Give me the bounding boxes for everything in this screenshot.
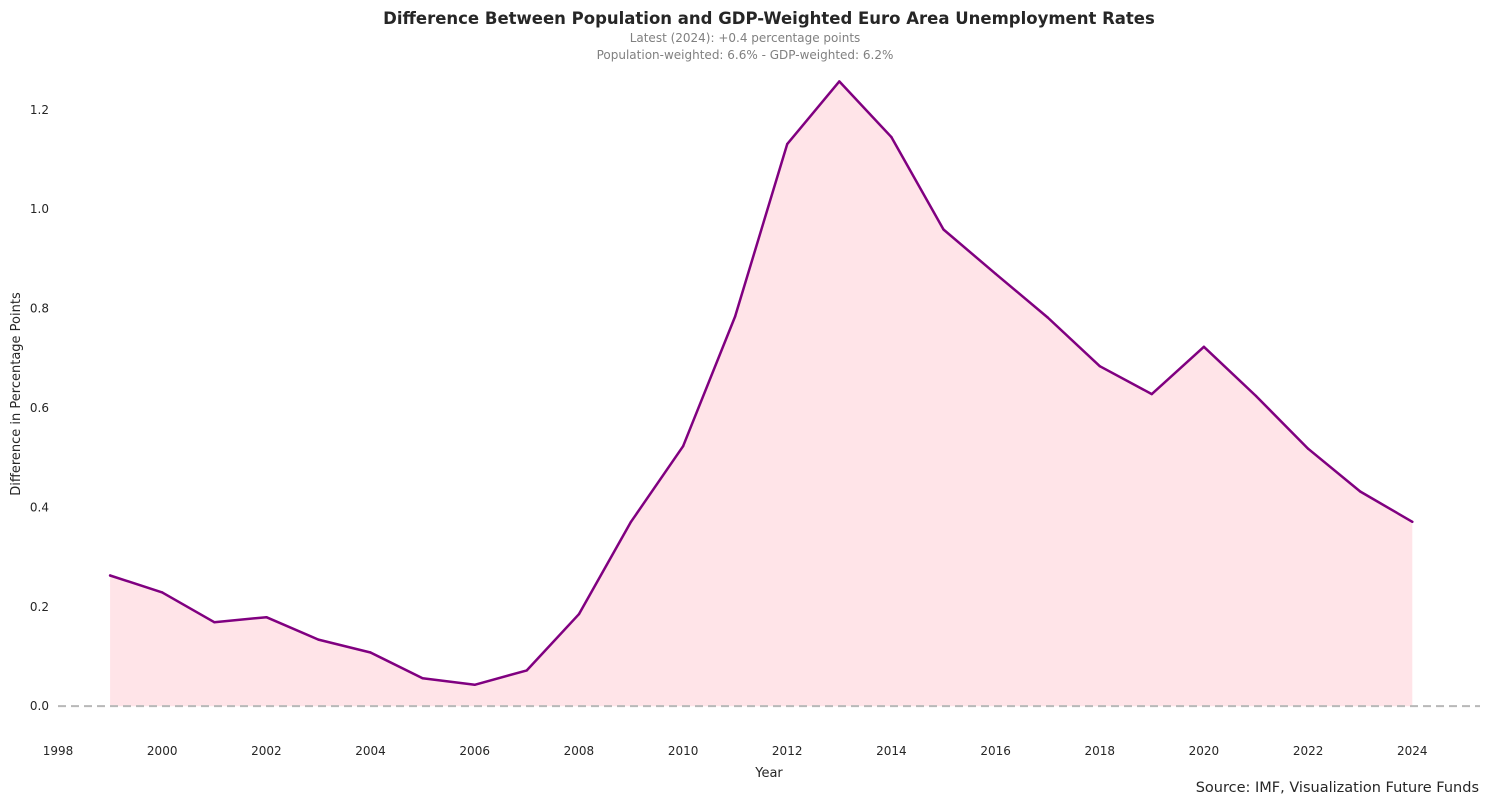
- y-tick-label-1-2: 1.2: [30, 103, 49, 117]
- data-point-2015: [942, 228, 945, 231]
- x-axis-ticks: 1998 2000 2002 2004 2006 2008 2010 2012 2014 2016…: [43, 744, 1428, 758]
- y-tick-label-0-8: 0.8: [30, 302, 49, 316]
- x-tick-label-2020: 2020: [1189, 744, 1220, 758]
- x-tick-label-2018: 2018: [1085, 744, 1116, 758]
- chart-title: Difference Between Population and GDP-We…: [383, 9, 1155, 28]
- data-point-2019: [1150, 392, 1154, 396]
- x-tick-label-2008: 2008: [564, 744, 595, 758]
- y-tick-label-0-4: 0.4: [30, 500, 49, 514]
- y-tick-label-0-6: 0.6: [30, 401, 49, 415]
- data-point-2001: [213, 621, 216, 624]
- data-point-2006: [473, 683, 476, 686]
- y-axis-ticks: 0.0 0.2 0.4 0.6 0.8 1.0 1.2: [30, 103, 49, 713]
- data-point-2020: [1202, 345, 1206, 348]
- x-tick-label-2010: 2010: [668, 744, 699, 758]
- x-tick-label-2016: 2016: [980, 744, 1011, 758]
- data-point-2003: [317, 638, 320, 641]
- x-tick-label-2006: 2006: [459, 744, 490, 758]
- data-point-2016: [994, 272, 997, 275]
- data-point-2002: [265, 616, 268, 619]
- x-tick-label-1998: 1998: [43, 744, 74, 758]
- data-point-2013: [838, 80, 841, 83]
- chart-subtitle-weighted: Population-weighted: 6.6% - GDP-weighted…: [597, 48, 894, 62]
- source-note: Source: IMF, Visualization Future Funds: [1196, 780, 1479, 796]
- chart-subtitle-latest: Latest (2024): +0.4 percentage points: [630, 31, 861, 45]
- data-point-2023: [1359, 490, 1362, 493]
- data-point-2000: [161, 591, 164, 594]
- data-point-2004: [369, 651, 372, 654]
- x-tick-label-2022: 2022: [1293, 744, 1324, 758]
- x-tick-label-2002: 2002: [251, 744, 282, 758]
- x-tick-label-2012: 2012: [772, 744, 803, 758]
- data-point-2005: [421, 677, 424, 680]
- y-axis-label: Difference in Percentage Points: [9, 292, 24, 496]
- data-point-1999: [108, 574, 112, 577]
- data-point-2017: [1046, 316, 1049, 319]
- y-tick-label-0-0: 0.0: [30, 699, 49, 713]
- x-tick-label-2000: 2000: [147, 744, 178, 758]
- data-point-2007: [525, 669, 528, 672]
- y-tick-label-1-0: 1.0: [30, 202, 49, 216]
- data-point-2014: [890, 135, 893, 139]
- data-point-2018: [1098, 365, 1102, 368]
- data-point-2011: [733, 315, 737, 318]
- data-point-2010: [681, 445, 685, 448]
- data-point-2009: [629, 520, 633, 523]
- x-tick-label-2024: 2024: [1397, 744, 1428, 758]
- data-point-2022: [1306, 447, 1310, 450]
- area-fill: [110, 81, 1413, 707]
- data-point-2008: [577, 613, 581, 616]
- data-point-2024: [1411, 520, 1414, 523]
- x-tick-label-2004: 2004: [355, 744, 386, 758]
- y-tick-label-0-2: 0.2: [30, 600, 49, 614]
- data-point-2021: [1254, 394, 1258, 398]
- series-line: [108, 80, 1414, 687]
- x-axis-label: Year: [754, 766, 783, 781]
- x-tick-label-2014: 2014: [876, 744, 907, 758]
- data-point-2012: [786, 142, 789, 146]
- plot-area: [58, 80, 1480, 708]
